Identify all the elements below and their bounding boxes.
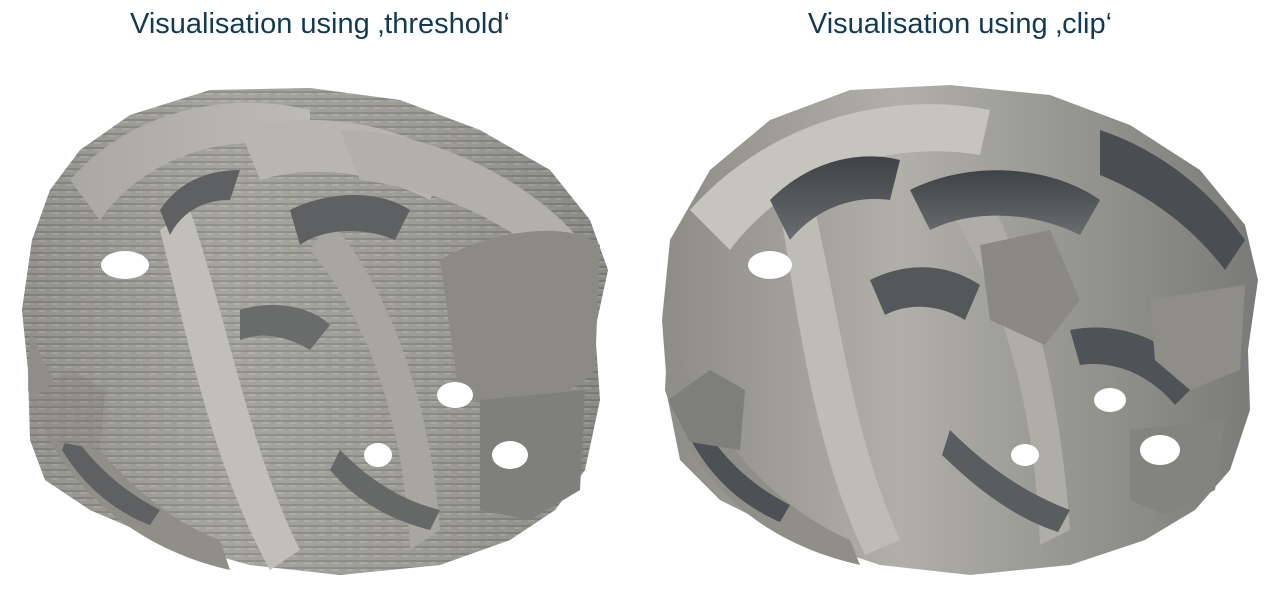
clip-render-image bbox=[662, 85, 1258, 575]
clip-panel: Visualisation using ‚clip‘ bbox=[640, 0, 1280, 600]
clip-panel-title: Visualisation using ‚clip‘ bbox=[807, 8, 1113, 40]
threshold-panel-title: Visualisation using ‚threshold‘ bbox=[130, 8, 510, 40]
threshold-panel: Visualisation using ‚threshold‘ bbox=[22, 8, 608, 575]
threshold-render-image bbox=[22, 88, 608, 575]
